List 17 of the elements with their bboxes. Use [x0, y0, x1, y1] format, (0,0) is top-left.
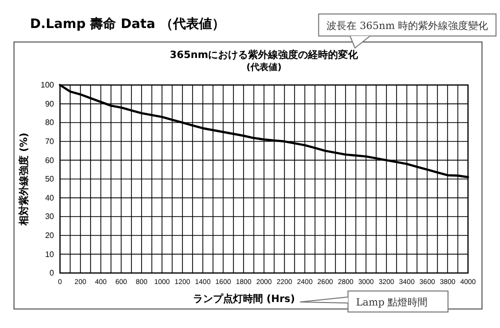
y-axis-title: 相対紫外線強度 (%) [18, 132, 30, 226]
y-tick-label: 80 [45, 118, 55, 128]
y-tick-label: 0 [50, 268, 55, 278]
text: 波長在 365nm 時的紫外線強度變化 [326, 20, 488, 32]
y-tick-label: 40 [45, 193, 55, 202]
chart-title: D.Lamp 壽命 Data （代表値） [30, 17, 225, 32]
chart-subtitle: 365nmにおける紫外線強度の経時的変化 (代表値) [170, 49, 360, 73]
y-tick-label: 50 [45, 174, 55, 184]
x-axis-title: ランプ点灯時間 (Hrs) [193, 293, 295, 305]
y-tick-label: 30 [45, 212, 55, 222]
y-tick-label: 70 [45, 136, 55, 146]
y-tick-label: 60 [45, 156, 55, 165]
y-tick-label: 20 [45, 230, 55, 240]
y-tick-label: 100 [40, 80, 55, 90]
y-tick-label: 10 [45, 250, 55, 259]
text: Lamp 點燈時間 [356, 296, 428, 308]
y-tick-label: 90 [45, 99, 55, 108]
